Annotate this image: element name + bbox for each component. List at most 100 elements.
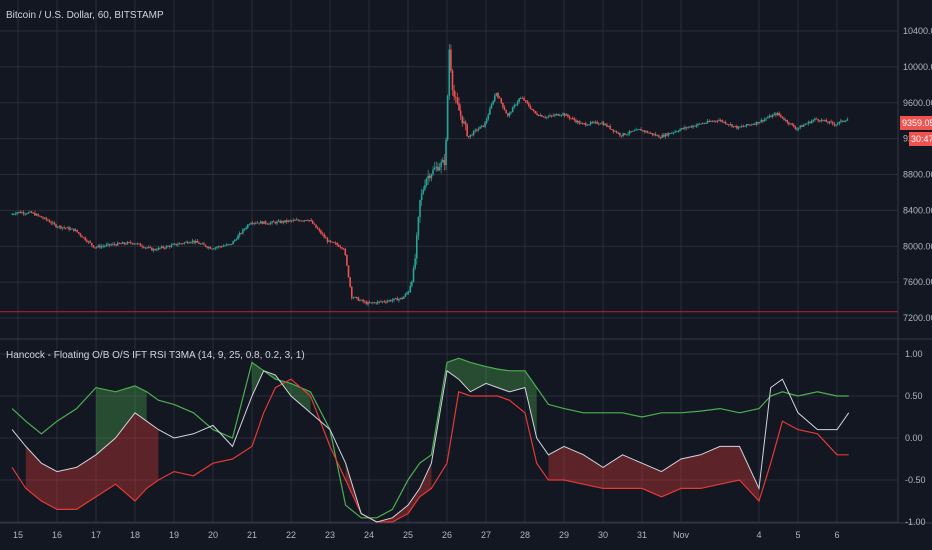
candle-body xyxy=(727,124,730,126)
indicator-series[interactable] xyxy=(11,357,850,523)
candle-body xyxy=(219,246,221,248)
candle-body xyxy=(841,120,844,122)
time-tick-label: 24 xyxy=(364,530,374,540)
candle-body xyxy=(393,298,395,301)
main-chart-title[interactable]: Bitcoin / U.S. Dollar, 60, BITSTAMP xyxy=(6,10,164,21)
candle-body xyxy=(437,166,439,171)
candle-body xyxy=(573,118,576,121)
candle-body xyxy=(84,237,87,241)
candle-body xyxy=(537,114,540,116)
candle-body xyxy=(372,302,374,304)
candlestick-series[interactable] xyxy=(11,43,849,307)
candle-body xyxy=(503,107,506,111)
candle-body xyxy=(313,223,316,225)
candle-body xyxy=(758,122,761,124)
candle-body xyxy=(391,300,394,302)
candle-body xyxy=(589,122,592,125)
candle-body xyxy=(282,221,285,223)
time-tick-label: 6 xyxy=(834,530,839,540)
candle-body xyxy=(789,123,792,125)
time-tick-label: 23 xyxy=(325,530,335,540)
candle-body xyxy=(428,175,431,179)
candle-body xyxy=(684,127,686,129)
candle-body xyxy=(154,249,156,250)
candle-body xyxy=(355,296,358,298)
candle-body xyxy=(474,129,477,132)
candle-body xyxy=(545,117,548,118)
candle-body xyxy=(66,227,69,229)
candle-body xyxy=(635,129,637,131)
candle-body xyxy=(666,133,668,136)
indicator-title[interactable]: Hancock - Floating O/B O/S IFT RSI T3MA … xyxy=(6,350,305,361)
candle-body xyxy=(479,126,481,129)
candle-body xyxy=(770,115,772,118)
candle-body xyxy=(126,242,129,245)
lower-band-line xyxy=(11,378,849,523)
candle-body xyxy=(385,301,387,303)
candle-body xyxy=(454,96,457,98)
candle-body xyxy=(831,122,834,124)
indicator-tick-label: 0.00 xyxy=(905,433,923,443)
candle-body xyxy=(463,121,465,124)
candle-body xyxy=(29,211,31,213)
candle-body xyxy=(575,120,577,123)
candle-body xyxy=(558,115,561,117)
candle-body xyxy=(81,235,83,238)
candle-body xyxy=(518,98,520,102)
candle-body xyxy=(233,239,236,242)
candle-body xyxy=(451,70,454,91)
candle-body xyxy=(661,135,663,138)
candle-body xyxy=(113,243,116,245)
candle-body xyxy=(825,119,828,122)
price-axis[interactable]: 7200.007600.008000.008400.008800.009200.… xyxy=(903,26,932,323)
candle-body xyxy=(324,237,327,239)
time-tick-label: 5 xyxy=(795,530,800,540)
candle-body xyxy=(175,243,178,246)
candle-body xyxy=(248,224,251,226)
candle-body xyxy=(378,301,381,303)
candle-body xyxy=(258,222,260,224)
candle-body xyxy=(193,240,195,243)
candle-body xyxy=(742,126,745,128)
candle-body xyxy=(16,212,18,214)
candle-body xyxy=(336,243,338,245)
candle-body xyxy=(646,131,649,133)
candle-body xyxy=(155,249,158,251)
candle-body xyxy=(359,299,361,301)
candle-body xyxy=(17,211,20,213)
candle-body xyxy=(705,122,707,124)
candle-body xyxy=(498,97,501,99)
candle-body xyxy=(73,228,75,232)
indicator-axis[interactable]: -1.00 -0.50 0.00 0.50 1.00 xyxy=(905,349,926,527)
candle-body xyxy=(261,221,264,224)
candle-body xyxy=(19,211,22,214)
candle-body xyxy=(721,120,724,123)
oversold-fill xyxy=(345,463,432,522)
candle-body xyxy=(389,300,392,302)
candle-body xyxy=(315,224,317,228)
candle-body xyxy=(409,285,412,293)
candle-body xyxy=(762,119,764,122)
candle-body xyxy=(628,131,631,134)
candle-body xyxy=(632,130,634,132)
candle-body xyxy=(529,106,532,109)
candle-body xyxy=(402,296,405,299)
candle-body xyxy=(190,242,192,244)
candle-body xyxy=(726,123,728,125)
candle-body xyxy=(259,221,262,224)
candle-body xyxy=(246,224,249,228)
candle-body xyxy=(376,301,379,304)
candle-body xyxy=(294,220,296,221)
candle-body xyxy=(363,301,366,303)
candle-body xyxy=(560,114,563,116)
candle-body xyxy=(755,121,758,125)
candle-body xyxy=(596,121,598,124)
candle-body xyxy=(493,95,496,102)
candle-body xyxy=(58,225,61,227)
time-tick-label: 25 xyxy=(403,530,413,540)
candle-body xyxy=(64,227,67,229)
time-axis[interactable]: 15 16 17 18 19 20 21 22 23 24 25 26 27 28 29 30 31 Nov 4 5 6 xyxy=(13,530,840,540)
candle-body xyxy=(482,125,485,127)
candle-body xyxy=(656,135,659,137)
candle-body xyxy=(711,121,714,123)
